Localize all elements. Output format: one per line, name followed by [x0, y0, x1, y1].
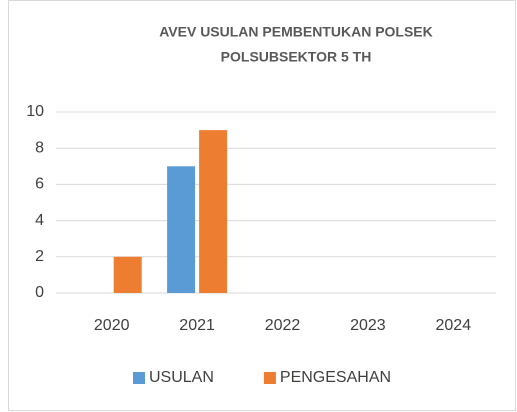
chart-title: AVEV USULAN PEMBENTUKAN POLSEK: [159, 24, 433, 40]
x-tick-label: 2021: [179, 317, 215, 334]
y-tick-label: 4: [35, 212, 44, 229]
x-tick-label: 2023: [350, 317, 386, 334]
bar: [199, 130, 228, 293]
y-tick-label: 2: [35, 248, 44, 265]
x-tick-label: 2022: [265, 317, 301, 334]
chart-title: POLSUBSEKTOR 5 TH: [221, 49, 372, 65]
y-tick-label: 8: [35, 139, 44, 156]
bar: [113, 256, 142, 293]
chart-border: [8, 0, 516, 411]
y-tick-label: 6: [35, 176, 44, 193]
x-tick-label: 2024: [436, 317, 472, 334]
x-tick-label: 2020: [94, 317, 130, 334]
legend-swatch: [263, 372, 276, 384]
legend-label: PENGESAHAN: [280, 369, 391, 386]
legend-label: USULAN: [149, 369, 214, 386]
y-tick-label: 10: [26, 103, 44, 120]
bar: [167, 166, 196, 293]
y-tick-label: 0: [35, 284, 44, 301]
legend-swatch: [133, 372, 145, 384]
